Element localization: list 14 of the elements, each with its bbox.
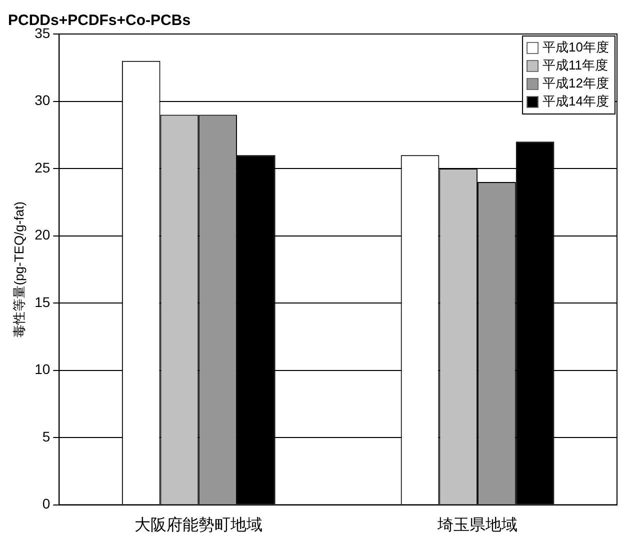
- legend-label: 平成11年度: [542, 58, 608, 73]
- y-axis-title: 毒性等量(pg-TEQ/g-fat): [11, 202, 26, 338]
- y-tick-label: 30: [34, 92, 50, 108]
- y-tick-label: 15: [34, 294, 50, 310]
- x-tick-label: 埼玉県地域: [436, 516, 518, 534]
- y-tick-label: 5: [42, 428, 50, 444]
- legend-label: 平成10年度: [542, 40, 610, 55]
- y-tick-label: 25: [34, 159, 50, 176]
- y-tick-label: 0: [42, 496, 50, 512]
- legend-label: 平成14年度: [542, 94, 610, 109]
- y-tick-label: 10: [34, 361, 50, 378]
- x-tick-label: 大阪府能勢町地域: [134, 516, 263, 534]
- y-tick-label: 20: [34, 226, 50, 243]
- legend-label: 平成12年度: [542, 76, 610, 91]
